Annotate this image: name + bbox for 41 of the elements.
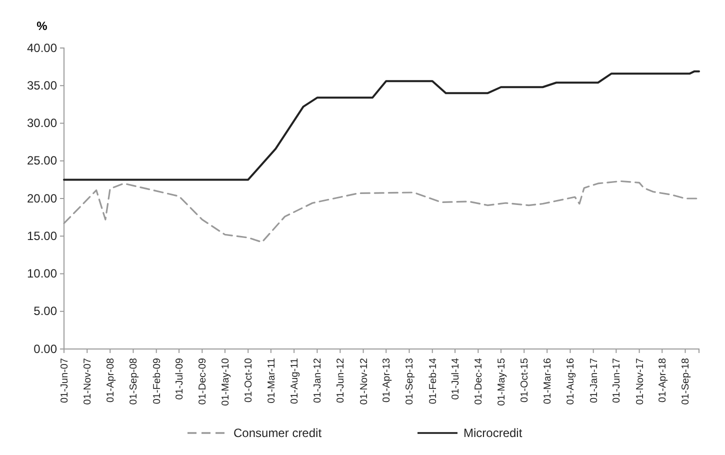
x-tick-label: 01-Jan-17 bbox=[588, 358, 600, 404]
x-tick-label: 01-Jul-14 bbox=[450, 358, 462, 400]
x-tick-label: 01-Jul-09 bbox=[174, 358, 186, 400]
x-tick-label: 01-Nov-07 bbox=[82, 358, 94, 405]
x-tick-label: 01-Sep-13 bbox=[404, 358, 416, 405]
legend-label: Microcredit bbox=[464, 426, 523, 440]
x-tick-label: 01-Oct-15 bbox=[520, 358, 531, 402]
x-tick-label: 01-Feb-09 bbox=[152, 358, 163, 404]
x-tick-label: 01-Jan-12 bbox=[312, 358, 324, 404]
x-tick-label: 01-Aug-11 bbox=[290, 358, 301, 404]
x-tick-label: 01-Sep-18 bbox=[680, 358, 692, 405]
y-tick-label: 25.00 bbox=[26, 154, 58, 168]
x-tick-label: 01-Jun-17 bbox=[612, 358, 623, 404]
y-tick-label: 15.00 bbox=[26, 228, 58, 243]
x-tick-label: 01-May-15 bbox=[496, 358, 508, 406]
x-tick-label: 01-Aug-16 bbox=[566, 358, 577, 405]
x-tick-label: 01-Jun-07 bbox=[60, 358, 70, 404]
x-tick-label: 01-Mar-16 bbox=[542, 358, 554, 404]
x-tick-label: 01-Apr-08 bbox=[106, 358, 117, 402]
y-axis-title: % bbox=[36, 19, 48, 33]
y-tick-label: 40.00 bbox=[26, 40, 58, 55]
x-tick-label: 01-Oct-10 bbox=[244, 358, 255, 402]
x-tick-label: 01-Sep-08 bbox=[128, 358, 140, 405]
x-tick-label: 01-Dec-14 bbox=[474, 358, 485, 405]
x-tick-label: 01-Apr-13 bbox=[382, 358, 393, 402]
y-tick-label: 20.00 bbox=[26, 191, 58, 206]
legend-label: Consumer credit bbox=[234, 426, 322, 440]
x-tick-label: 01-May-10 bbox=[220, 358, 232, 406]
x-tick-label: 01-Mar-11 bbox=[266, 358, 278, 404]
x-tick-label: 01-Feb-14 bbox=[428, 358, 439, 404]
y-tick-label: 30.00 bbox=[26, 116, 58, 130]
y-tick-label: 5.00 bbox=[34, 304, 58, 318]
y-tick-label: 0.00 bbox=[34, 342, 58, 356]
y-tick-label: 10.00 bbox=[26, 266, 58, 281]
x-tick-label: 01-Nov-17 bbox=[634, 358, 646, 405]
x-tick-label: 01-Dec-09 bbox=[198, 358, 209, 405]
x-tick-label: 01-Apr-18 bbox=[658, 358, 669, 402]
line-series bbox=[63, 70, 700, 181]
y-tick-label: 35.00 bbox=[26, 78, 58, 92]
x-tick-label: 01-Jun-12 bbox=[336, 358, 347, 404]
x-tick-label: 01-Nov-12 bbox=[358, 358, 370, 405]
